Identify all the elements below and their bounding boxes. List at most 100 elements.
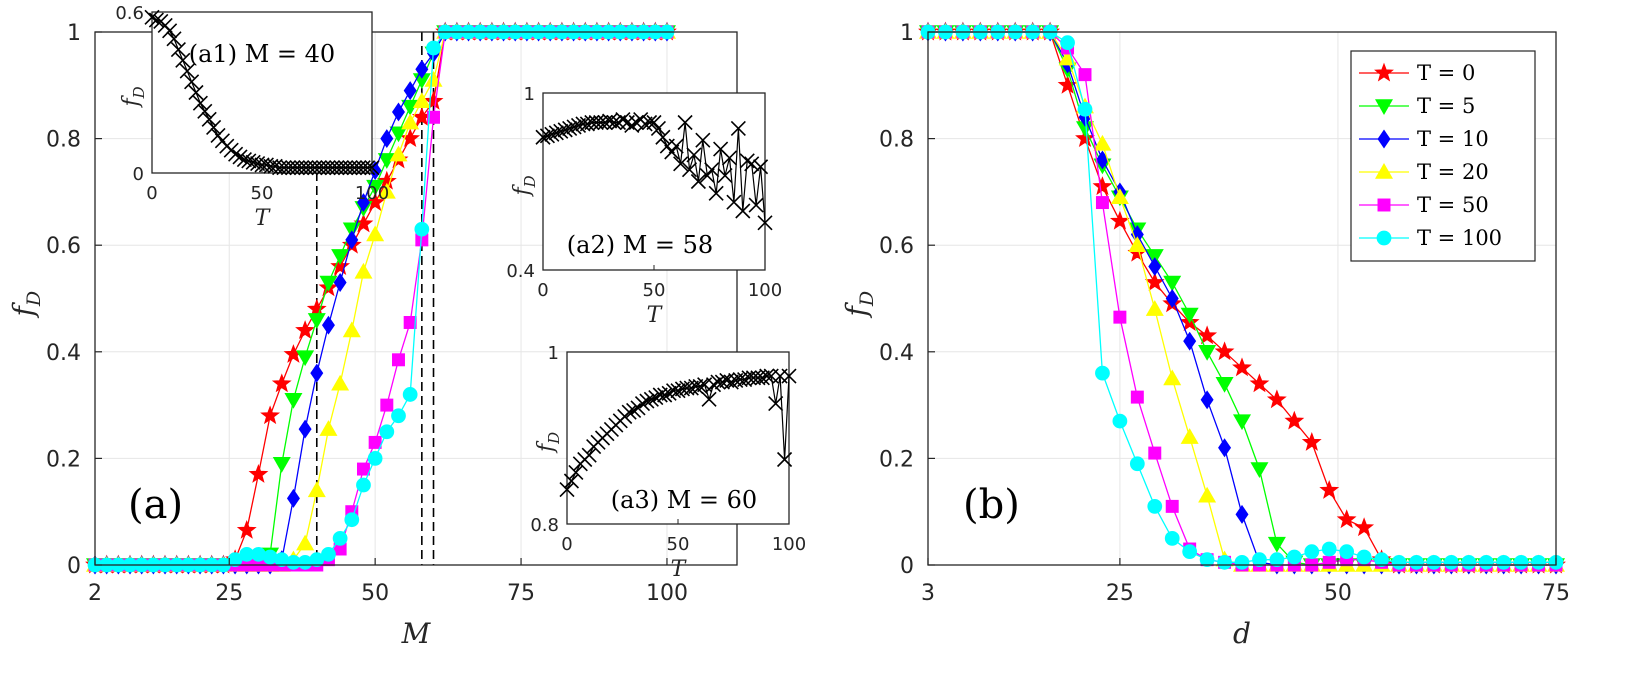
inset-data-point	[144, 9, 160, 25]
data-point	[227, 552, 243, 568]
data-point	[389, 145, 408, 162]
inset-data-point	[650, 120, 667, 136]
inset-data-point	[717, 168, 733, 184]
inset-data-point	[655, 129, 671, 145]
y-tick-label: 0.6	[46, 234, 81, 259]
panel-label-a: (a)	[128, 482, 183, 528]
inset-data-point	[175, 52, 191, 68]
inset-y-tick-label: 0.6	[115, 3, 144, 24]
data-point	[330, 256, 351, 275]
data-point	[1250, 462, 1269, 479]
legend-label: T = 20	[1417, 160, 1489, 184]
data-point	[1321, 541, 1337, 557]
y-tick-label: 1	[900, 21, 914, 46]
inset-data-point	[148, 12, 164, 28]
x-tick-label: 50	[1324, 581, 1352, 606]
data-point	[1356, 549, 1372, 565]
data-point	[262, 549, 278, 565]
data-point	[331, 374, 350, 391]
data-point	[427, 110, 440, 124]
data-point	[356, 193, 370, 213]
inset-data-point	[686, 147, 702, 163]
inset-data-point	[166, 31, 182, 47]
axes-frame	[927, 31, 1557, 566]
data-point	[1513, 554, 1529, 570]
data-point	[379, 424, 395, 440]
inset-x-tick-label: 100	[772, 534, 806, 555]
data-point	[1391, 554, 1407, 570]
inset-data-point	[162, 23, 178, 39]
data-point	[1129, 456, 1145, 472]
x-tick-label: 2	[88, 581, 102, 606]
data-point	[1095, 365, 1110, 381]
data-point	[1147, 498, 1163, 514]
inset-data-point	[652, 387, 668, 403]
data-point	[1148, 446, 1162, 460]
data-point	[286, 554, 301, 570]
legend-label: T = 100	[1417, 226, 1502, 250]
data-point	[1374, 552, 1389, 568]
data-point	[1128, 236, 1147, 252]
x-tick-label: 100	[646, 581, 688, 606]
data-point	[331, 249, 350, 265]
data-point	[1198, 345, 1217, 361]
y-tick-label: 0.4	[879, 341, 914, 366]
inset-data-point	[241, 153, 257, 169]
x-tick-label: 75	[507, 581, 535, 606]
inset-y-axis-label-subscript: D	[545, 432, 563, 445]
inset-x-axis-label: T	[671, 557, 688, 582]
data-point	[1249, 373, 1270, 393]
data-point	[1198, 486, 1217, 503]
inset-data-point	[615, 111, 631, 128]
y-tick-label: 1	[67, 21, 81, 46]
data-point	[1232, 357, 1252, 377]
data-point	[1165, 499, 1179, 513]
inset-data-point	[757, 215, 773, 231]
y-tick-label: 0.4	[46, 341, 81, 366]
y-axis-label-subscript: D	[856, 291, 878, 307]
legend-label: T = 50	[1417, 193, 1489, 217]
data-point	[1180, 428, 1199, 444]
inset-data-point	[695, 132, 711, 148]
x-tick-label: 3	[921, 581, 935, 606]
data-point	[1180, 307, 1199, 324]
inset-data-point	[723, 374, 739, 390]
inset-data-point	[705, 377, 722, 393]
data-point	[1304, 544, 1320, 560]
data-point	[356, 462, 370, 476]
data-point	[389, 126, 408, 143]
data-point	[1144, 272, 1165, 291]
data-point	[423, 90, 444, 110]
data-point	[401, 113, 420, 130]
data-point	[377, 182, 396, 199]
data-point	[415, 59, 429, 79]
legend-marker	[1376, 230, 1392, 246]
inset-data-point	[708, 185, 724, 201]
inset-data-point	[192, 95, 208, 111]
data-point	[1496, 554, 1512, 570]
legend-entry: T = 20	[1359, 160, 1489, 184]
data-point	[1077, 101, 1093, 117]
data-point	[1200, 390, 1214, 410]
inset-data-point	[681, 162, 698, 178]
legend-box	[1350, 50, 1536, 262]
data-point	[1060, 35, 1075, 51]
inset-data-point	[539, 128, 556, 144]
inset-data-point	[759, 368, 775, 384]
data-point	[296, 350, 315, 367]
data-point	[380, 398, 394, 412]
data-point	[309, 552, 325, 568]
data-point	[1164, 530, 1180, 546]
inset-data-point	[236, 152, 252, 168]
y-axis-label: fD	[7, 291, 45, 319]
data-point	[306, 298, 327, 318]
inset-series	[144, 9, 380, 176]
data-point	[356, 477, 371, 493]
data-point	[1165, 289, 1179, 308]
inset-y-tick-label: 1	[548, 343, 559, 364]
inset-series	[559, 368, 797, 498]
data-point	[333, 542, 347, 556]
inset-data-point	[690, 173, 706, 190]
data-point	[286, 488, 300, 508]
